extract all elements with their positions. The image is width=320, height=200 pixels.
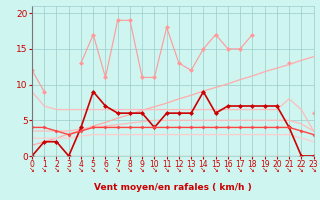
X-axis label: Vent moyen/en rafales ( km/h ): Vent moyen/en rafales ( km/h ) <box>94 183 252 192</box>
